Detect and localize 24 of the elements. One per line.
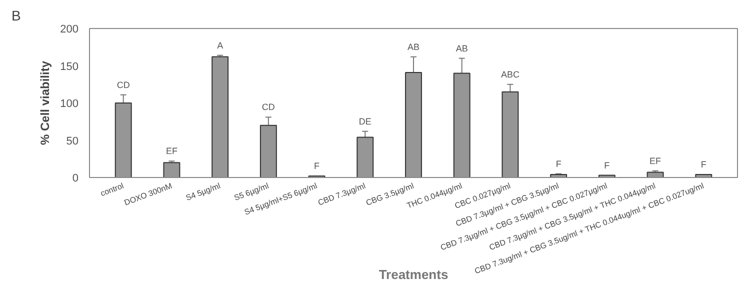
x-tick-label: S4 5µg/ml <box>184 181 222 202</box>
y-tick-label: 50 <box>66 135 79 148</box>
annotation: EF <box>166 146 178 156</box>
y-tick-label: 150 <box>60 60 79 73</box>
annotation: F <box>556 158 562 169</box>
annotation: F <box>604 160 610 170</box>
annotation: CD <box>262 102 276 112</box>
y-axis-title: % Cell viability <box>38 60 52 146</box>
annotation: F <box>700 160 707 170</box>
x-tick-label: DOXO 300nM <box>123 181 174 208</box>
annotation: AB <box>456 43 468 54</box>
annotation: ABC <box>500 69 520 80</box>
annotation: DE <box>358 116 372 126</box>
y-tick-label: 100 <box>60 98 79 110</box>
annotation: A <box>217 40 224 50</box>
annotation: F <box>314 161 320 172</box>
x-tick-label: control <box>99 181 126 198</box>
annotation: EF <box>650 156 662 166</box>
text: B <box>12 8 21 24</box>
annotation: AB <box>407 42 420 52</box>
annotation: CD <box>116 80 130 90</box>
x-axis-title: Treatments <box>378 266 448 282</box>
y-tick-label: 200 <box>60 24 79 36</box>
y-tick-label: 0 <box>72 172 79 184</box>
